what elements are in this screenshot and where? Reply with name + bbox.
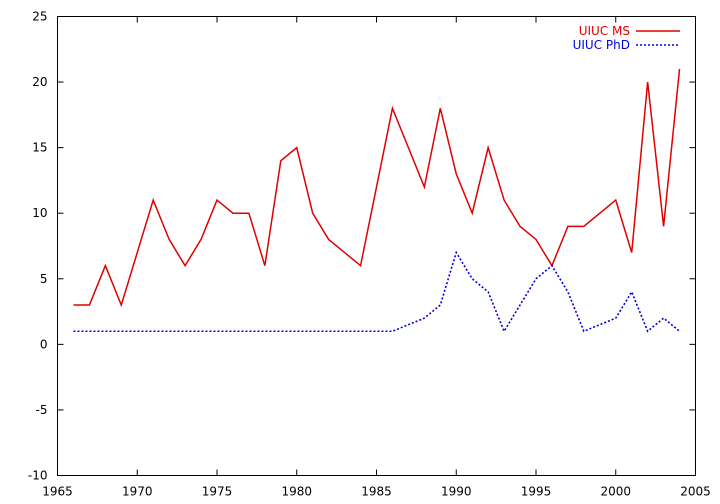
y-tick-label: 25 — [32, 10, 47, 24]
axis-ticks: 1965 1970 1975 1980 1985 1990 1995 2000 2005-10-… — [28, 10, 711, 499]
y-tick-label: 10 — [32, 206, 47, 220]
series-line-1 — [73, 250, 681, 334]
legend-label-1: UIUC PhD — [573, 38, 630, 52]
y-tick-label: 20 — [32, 75, 47, 89]
x-tick-label: 1995 — [521, 485, 552, 499]
x-tick-label: 2005 — [680, 485, 711, 499]
x-tick-label: 1980 — [281, 485, 312, 499]
y-tick-label: -5 — [36, 403, 48, 417]
plot-frame — [57, 16, 696, 476]
y-tick-label: 0 — [40, 337, 48, 351]
x-tick-label: 1990 — [441, 485, 472, 499]
y-tick-label: 15 — [32, 141, 47, 155]
series-layer — [73, 68, 681, 334]
x-tick-label: 2000 — [600, 485, 631, 499]
series-line-0 — [73, 68, 681, 308]
x-tick-label: 1965 — [42, 485, 73, 499]
legend-label-0: UIUC MS — [579, 24, 630, 38]
y-tick-label: 5 — [40, 272, 48, 286]
x-tick-label: 1970 — [122, 485, 153, 499]
x-tick-label: 1985 — [361, 485, 392, 499]
y-tick-label: -10 — [28, 469, 48, 483]
x-tick-label: 1975 — [202, 485, 233, 499]
